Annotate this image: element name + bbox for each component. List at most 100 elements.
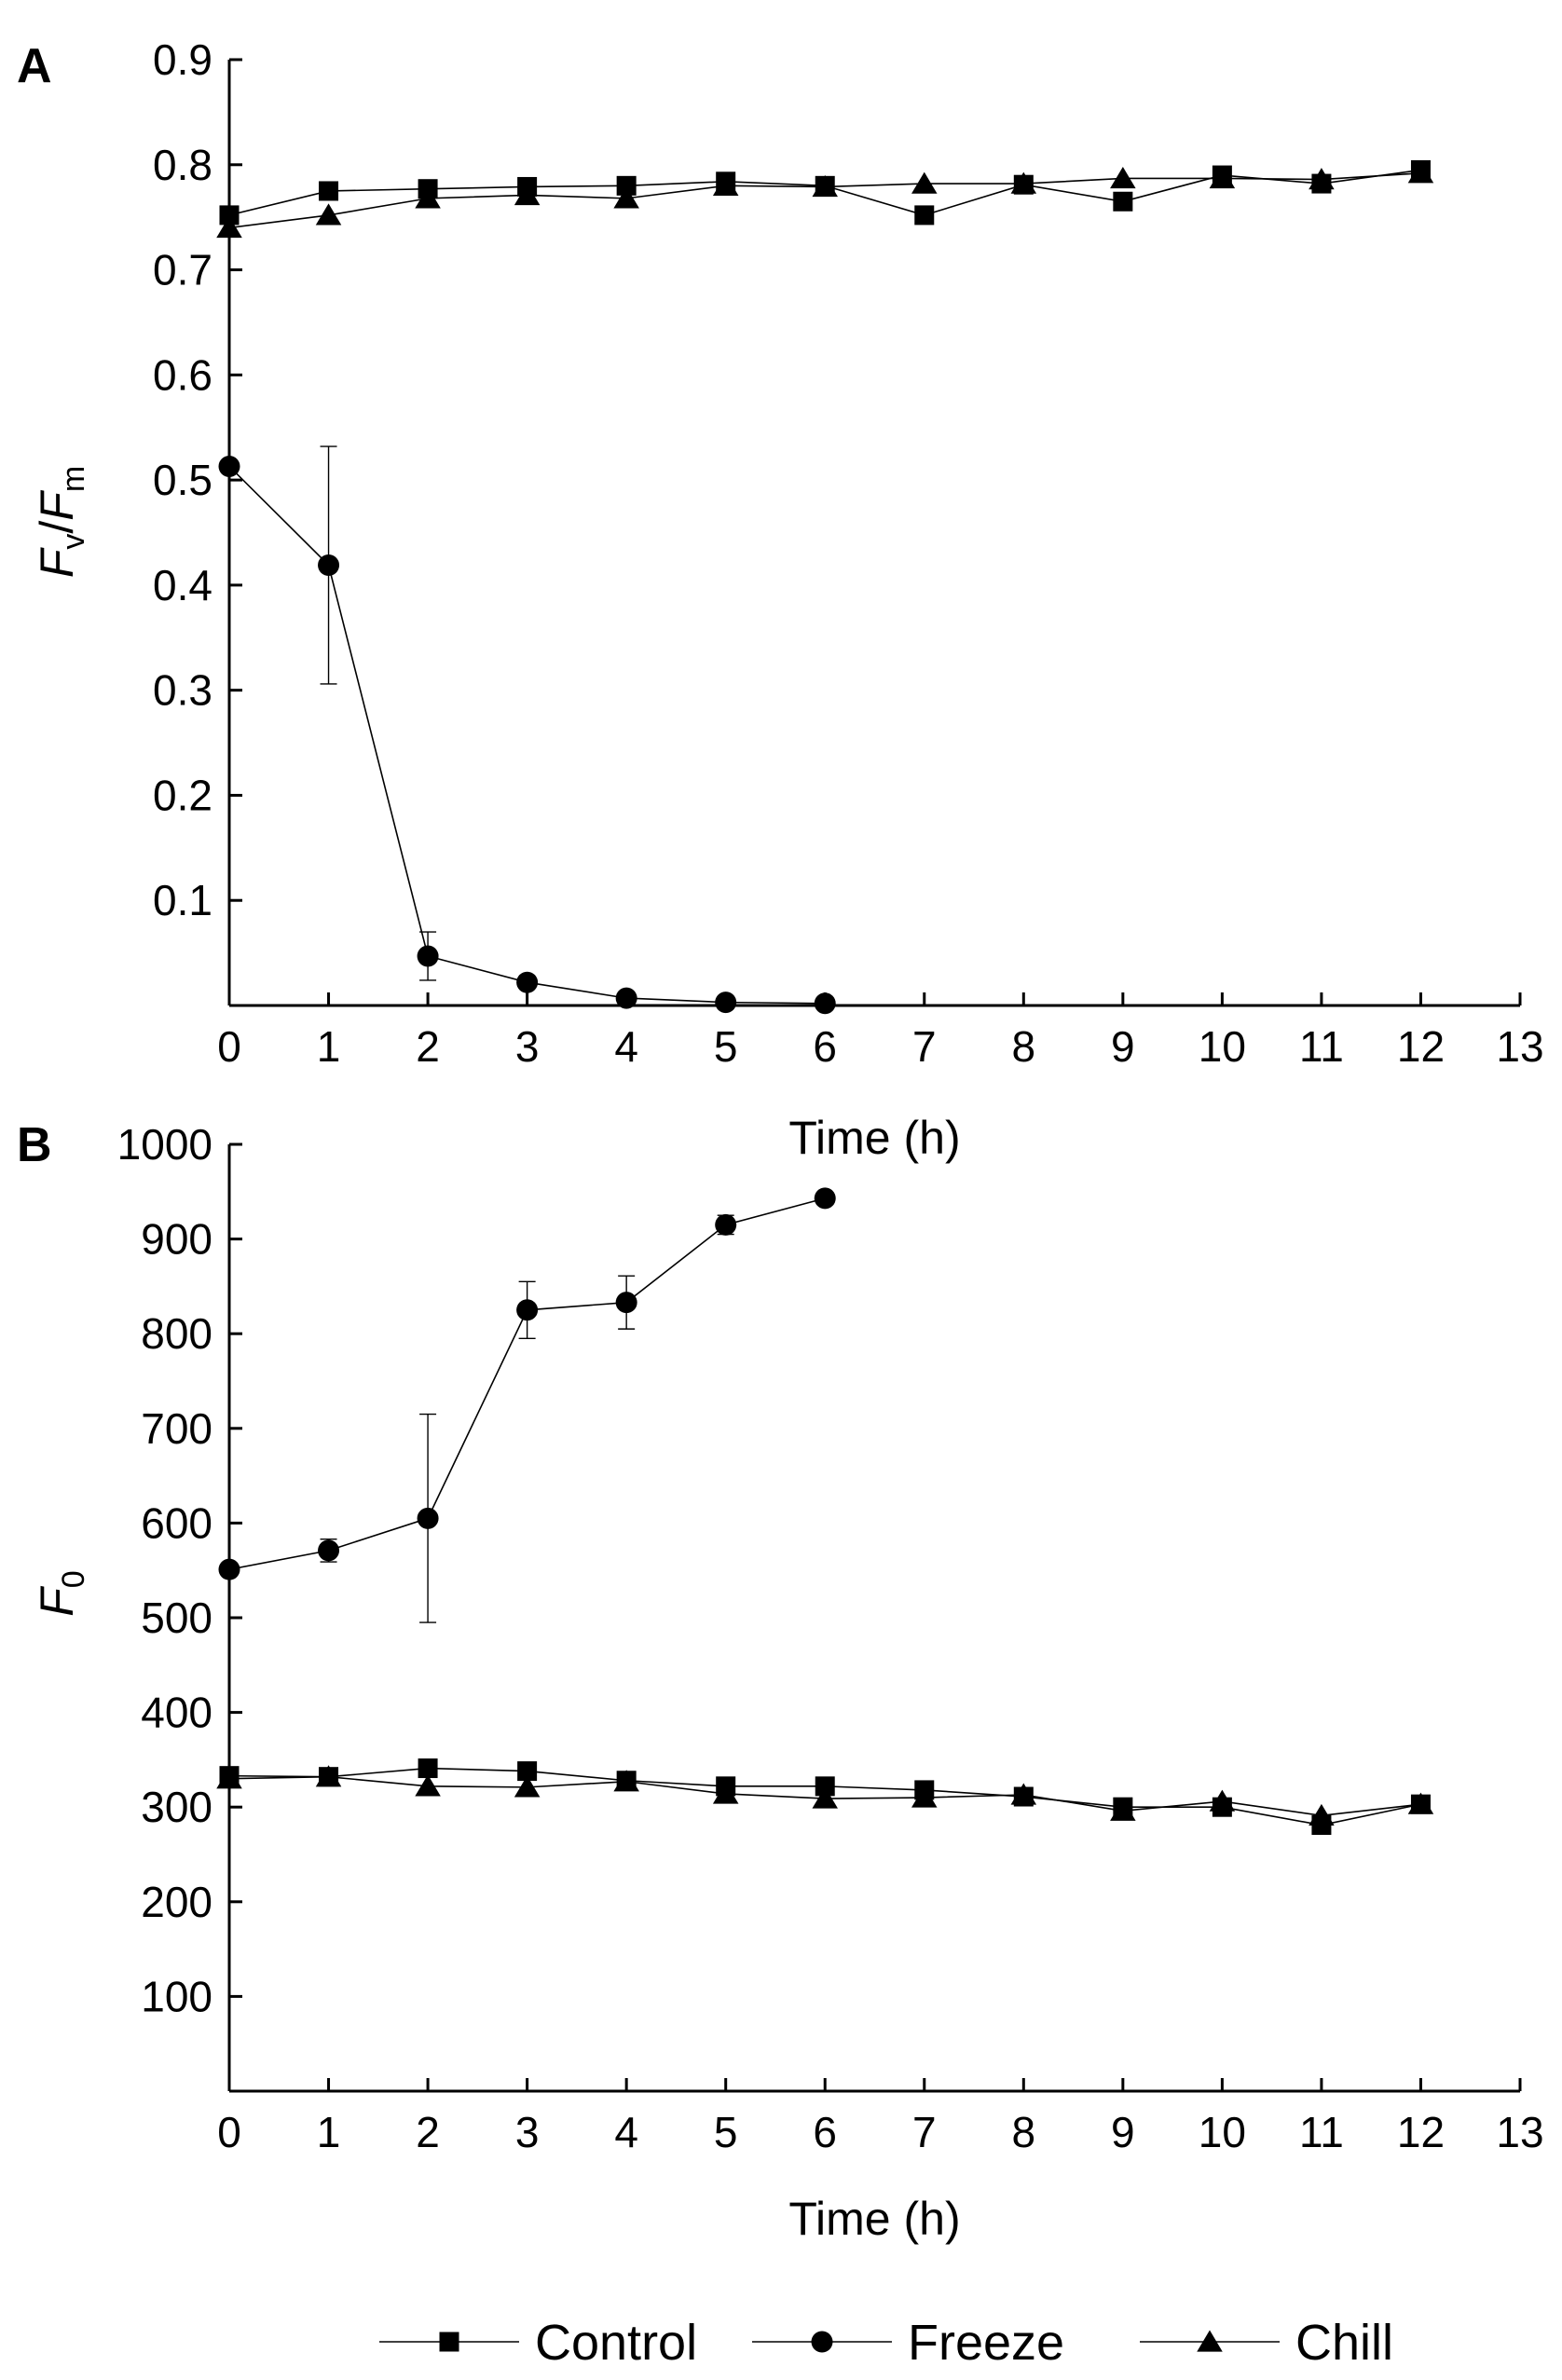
data-point-triangle <box>613 186 639 209</box>
legend-entry-freeze: Freeze <box>752 2315 1064 2371</box>
series-chill <box>216 161 1434 239</box>
y-title-separator: / <box>31 521 83 534</box>
y-title-symbol: F <box>31 547 83 578</box>
legend-entry-control: Control <box>379 2315 697 2371</box>
x-tick-label: 4 <box>614 2108 638 2156</box>
y-tick-label: 300 <box>141 1783 212 1831</box>
legend-label: Freeze <box>908 2315 1064 2371</box>
data-point-circle <box>417 1507 439 1529</box>
y-tick-label: 0.2 <box>153 771 212 819</box>
legend-marker-triangle <box>1197 2330 1223 2352</box>
x-axis-title: Time (h) <box>788 2193 960 2245</box>
data-point-circle <box>715 1213 737 1236</box>
data-point-triangle <box>1110 166 1136 189</box>
panel-a-chart: A0.10.20.30.40.50.60.70.80.90 1 2 3 4 5 6 7 8 9 10… <box>17 35 1544 1164</box>
data-point-circle <box>516 1299 539 1321</box>
data-point-triangle <box>1309 168 1335 190</box>
x-tick-label: 11 <box>1299 2108 1344 2156</box>
y-tick-label: 1000 <box>117 1120 212 1169</box>
y-tick-label: 0.9 <box>153 35 212 84</box>
series-line <box>228 465 826 1005</box>
x-tick-label: 11 <box>1299 1022 1344 1071</box>
panel-letter: A <box>17 39 52 93</box>
x-tick-label: 0 <box>217 1022 241 1071</box>
data-point-triangle <box>1407 1792 1434 1814</box>
legend-marker-square <box>439 2332 459 2352</box>
data-point-triangle <box>712 1782 739 1804</box>
y-tick-label: 0.5 <box>153 456 212 504</box>
x-tick-label: 3 <box>515 2108 540 2156</box>
y-tick-label: 800 <box>141 1309 212 1358</box>
data-point-triangle <box>315 203 342 226</box>
y-title-subscript: v <box>56 534 91 550</box>
data-point-square <box>418 1758 438 1779</box>
legend: Control Freeze Chill <box>379 2315 1393 2371</box>
y-tick-label: 0.4 <box>153 561 212 609</box>
data-point-triangle <box>315 1765 342 1787</box>
data-point-triangle <box>712 173 739 196</box>
x-tick-label: 8 <box>1012 1022 1036 1071</box>
data-point-triangle <box>216 1767 242 1789</box>
data-point-square <box>914 205 935 226</box>
data-point-circle <box>318 554 340 576</box>
x-tick-label: 10 <box>1199 1022 1246 1071</box>
y-tick-label: 600 <box>141 1498 212 1547</box>
x-tick-label: 12 <box>1397 2108 1445 2156</box>
data-point-triangle <box>911 1785 938 1808</box>
data-point-circle <box>814 1187 836 1210</box>
data-point-triangle <box>415 1774 441 1797</box>
x-tick-label: 5 <box>714 2108 738 2156</box>
x-tick-label: 8 <box>1012 2108 1036 2156</box>
x-tick-label: 3 <box>515 1022 540 1071</box>
panel-letter: B <box>17 1118 52 1172</box>
y-tick-label: 700 <box>141 1404 212 1453</box>
series-freeze <box>218 1187 836 1623</box>
data-point-triangle <box>1209 166 1236 189</box>
x-tick-label: 0 <box>217 2108 241 2156</box>
x-tick-label: 4 <box>614 1022 638 1071</box>
data-point-triangle <box>514 1775 541 1798</box>
data-point-triangle <box>1407 161 1434 184</box>
x-tick-label: 9 <box>1111 1022 1135 1071</box>
data-point-square <box>815 1776 835 1797</box>
legend-marker-circle <box>811 2331 833 2353</box>
x-tick-label: 2 <box>416 2108 440 2156</box>
data-point-square <box>517 1761 538 1782</box>
data-point-circle <box>516 971 539 993</box>
data-point-circle <box>615 1292 637 1314</box>
data-point-triangle <box>1209 1789 1236 1812</box>
x-tick-label: 2 <box>416 1022 440 1071</box>
x-tick-label: 13 <box>1496 2108 1543 2156</box>
data-point-triangle <box>812 1786 838 1809</box>
data-point-triangle <box>1309 1803 1335 1826</box>
legend-label: Control <box>535 2315 697 2371</box>
data-point-circle <box>417 945 439 967</box>
x-tick-label: 10 <box>1199 2108 1246 2156</box>
x-tick-label: 6 <box>813 1022 837 1071</box>
y-tick-label: 0.6 <box>153 350 212 399</box>
y-title-subscript: 0 <box>56 1570 91 1588</box>
x-tick-label: 7 <box>912 2108 937 2156</box>
x-tick-label: 1 <box>317 2108 341 2156</box>
x-tick-label: 12 <box>1397 1022 1445 1071</box>
y-tick-label: 500 <box>141 1594 212 1642</box>
y-tick-label: 100 <box>141 1972 212 2020</box>
y-axis-title: F0 <box>31 1570 91 1616</box>
series-chill <box>216 1765 1434 1826</box>
x-tick-label: 6 <box>813 2108 837 2156</box>
data-point-triangle <box>415 186 441 209</box>
data-point-triangle <box>1010 1783 1037 1805</box>
x-tick-label: 1 <box>317 1022 341 1071</box>
x-tick-label: 13 <box>1496 1022 1543 1071</box>
data-point-triangle <box>514 183 541 206</box>
legend-entry-chill: Chill <box>1140 2315 1393 2371</box>
series-freeze <box>218 445 836 1015</box>
x-axis-title: Time (h) <box>788 1112 960 1164</box>
y-tick-label: 0.1 <box>153 876 212 924</box>
data-point-circle <box>615 987 637 1009</box>
data-point-triangle <box>812 174 838 198</box>
data-point-triangle <box>1010 171 1037 194</box>
data-point-circle <box>218 455 240 477</box>
y-tick-label: 0.8 <box>153 141 212 189</box>
